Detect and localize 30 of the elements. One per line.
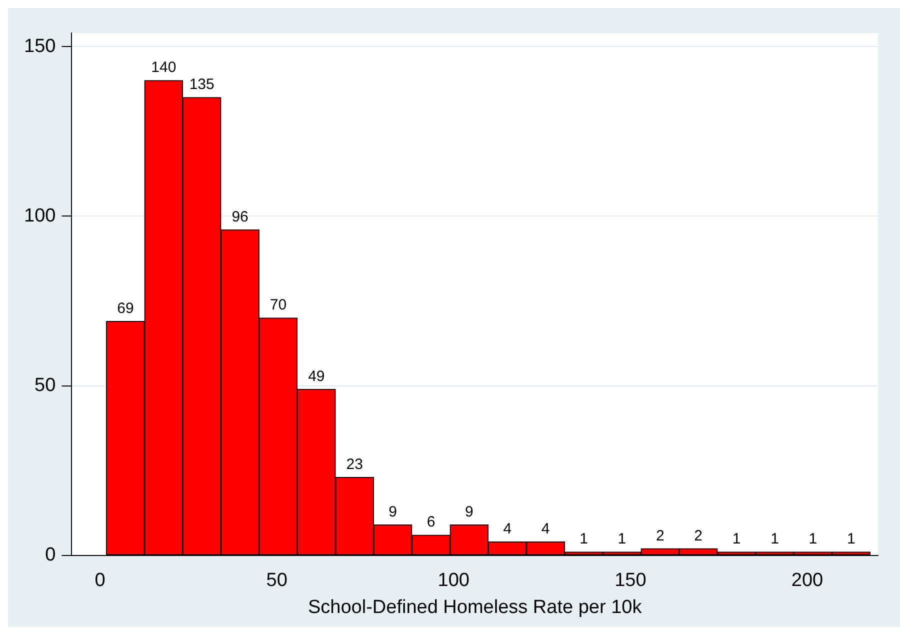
y-tick-label: 100 [24, 205, 56, 226]
x-tick-label: 150 [614, 570, 646, 592]
data-label: 23 [346, 456, 363, 474]
x-tick-label: 200 [791, 570, 824, 592]
data-label: 6 [426, 514, 436, 531]
data-label: 9 [388, 504, 397, 521]
y-tick-label: 150 [24, 36, 56, 57]
data-label: 96 [232, 208, 248, 226]
data-label: 9 [465, 504, 474, 521]
data-label: 2 [694, 527, 703, 544]
x-axis-title: School-Defined Homeless Rate per 10k [308, 596, 642, 618]
x-tick-label: 0 [94, 570, 106, 592]
data-label: 4 [541, 520, 550, 538]
data-label: 2 [656, 527, 664, 544]
data-label: 69 [117, 300, 134, 317]
y-tick-label: 0 [45, 544, 56, 566]
data-label: 1 [846, 530, 856, 548]
data-label: 1 [732, 530, 741, 548]
data-label: 1 [580, 530, 588, 548]
data-label: 140 [151, 59, 176, 76]
data-label: 1 [808, 530, 818, 548]
data-label: 1 [770, 530, 779, 548]
data-label: 1 [618, 530, 626, 548]
data-label: 49 [308, 368, 325, 385]
y-tick-label: 50 [34, 375, 56, 396]
data-label: 4 [503, 520, 512, 538]
data-label: 70 [270, 296, 287, 314]
x-tick-label: 50 [266, 570, 288, 592]
x-tick-label: 100 [438, 570, 470, 592]
data-label: 135 [189, 76, 214, 94]
